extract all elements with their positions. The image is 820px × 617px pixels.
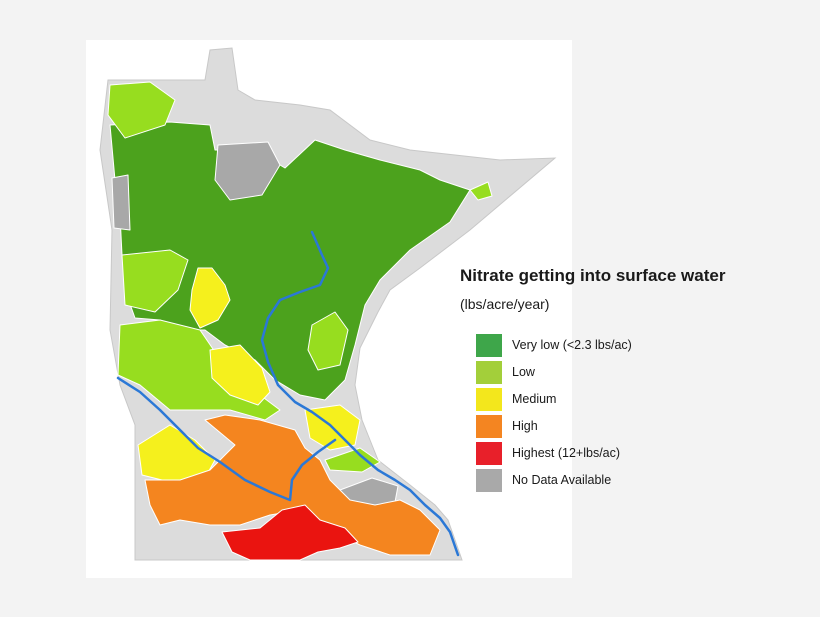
legend-label: High [512,419,538,433]
legend-item-medium: Medium [460,388,780,415]
region-highest-south [221,504,359,561]
legend-subtitle: (lbs/acre/year) [460,296,550,312]
legend-swatch [476,361,502,384]
legend-swatch [476,388,502,411]
region-no-data-north [214,141,281,201]
legend-item-high: High [460,415,780,442]
mississippi-river [260,230,460,557]
legend-label: No Data Available [512,473,612,487]
legend-item-highest: Highest (12+lbs/ac) [460,442,780,469]
region-low-west-upper [121,249,189,313]
region-medium-central [189,267,231,329]
region-low-central [307,311,349,371]
map-legend: Nitrate getting into surface water (lbs/… [460,266,780,496]
minnesota-river [116,376,337,502]
legend-swatch [476,415,502,438]
legend-title: Nitrate getting into surface water [460,266,726,285]
legend-swatch [476,442,502,465]
legend-item-very-low: Very low (<2.3 lbs/ac) [460,334,780,361]
legend-items: Very low (<2.3 lbs/ac) Low Medium High H… [460,334,780,496]
legend-label: Highest (12+lbs/ac) [512,446,621,460]
legend-item-low: Low [460,361,780,388]
legend-swatch [476,469,502,492]
region-no-data-west [111,174,131,231]
region-very-low-north [109,121,471,401]
region-low-east-arrowhead [469,181,493,201]
legend-swatch [476,334,502,357]
region-medium-southwest [137,424,216,483]
legend-item-no-data: No Data Available [460,469,780,496]
legend-label: Low [512,365,535,379]
region-medium-band [209,344,271,406]
region-low-northwest [107,81,176,139]
legend-label: Very low (<2.3 lbs/ac) [512,338,632,352]
legend-label: Medium [512,392,557,406]
